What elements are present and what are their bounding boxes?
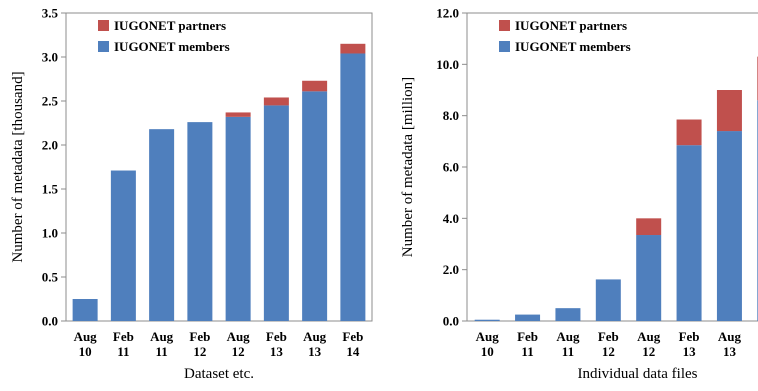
bar-members — [474, 319, 500, 321]
x-tick-label: Feb — [266, 329, 287, 344]
y-tick-label: 2.0 — [443, 262, 459, 277]
x-tick-label: 12 — [602, 344, 615, 359]
x-tick-label: Aug — [556, 329, 580, 344]
x-tick-label: Feb — [517, 329, 538, 344]
bar-partners — [225, 112, 251, 117]
bar-partners — [716, 90, 742, 132]
y-tick-label: 1.0 — [42, 226, 58, 241]
y-tick-label: 3.0 — [42, 50, 58, 65]
x-tick-label: 11 — [521, 344, 533, 359]
x-tick-label: Aug — [718, 329, 742, 344]
legend-label: IUGONET partners — [114, 18, 226, 33]
y-tick-label: 4.0 — [443, 211, 459, 226]
legend-swatch — [98, 20, 109, 31]
y-tick-label: 0.0 — [42, 314, 58, 329]
bar-members — [302, 91, 328, 321]
x-tick-label: 14 — [346, 344, 360, 359]
bar-members — [555, 308, 581, 321]
x-tick-label: 13 — [308, 344, 322, 359]
x-tick-label: 10 — [481, 344, 494, 359]
x-tick-label: 10 — [79, 344, 92, 359]
bar-members — [225, 116, 251, 321]
x-tick-label: Aug — [303, 329, 327, 344]
x-tick-label: 13 — [723, 344, 737, 359]
legend-label: IUGONET partners — [515, 18, 627, 33]
y-tick-label: 2.0 — [42, 138, 58, 153]
bar-members — [716, 131, 742, 321]
x-tick-label: Aug — [74, 329, 98, 344]
bar-partners — [263, 97, 289, 106]
chart-panel-2: 0.02.04.06.08.010.012.0Aug10Feb11Aug11Fe… — [400, 6, 758, 382]
y-tick-label: 2.5 — [42, 94, 59, 109]
x-tick-label: Aug — [150, 329, 174, 344]
bar-partners — [340, 43, 366, 54]
legend-swatch — [499, 41, 510, 52]
x-tick-label: 13 — [270, 344, 284, 359]
bar-members — [595, 279, 621, 321]
y-tick-label: 12.0 — [436, 6, 459, 21]
x-tick-label: 13 — [683, 344, 697, 359]
y-axis-title: Number of metadata [million] — [400, 77, 416, 257]
x-axis-title: Individual data files — [578, 366, 698, 382]
x-tick-label: Aug — [476, 329, 500, 344]
x-tick-label: Feb — [598, 329, 619, 344]
bar-members — [149, 129, 175, 321]
x-tick-label: 12 — [193, 344, 206, 359]
legend-swatch — [499, 20, 510, 31]
bar-partners — [636, 218, 662, 236]
x-axis-title: Dataset etc. — [184, 366, 254, 382]
bar-members — [636, 235, 662, 321]
y-tick-label: 3.5 — [42, 6, 59, 21]
x-tick-label: Aug — [227, 329, 251, 344]
plot-area — [65, 12, 373, 322]
y-tick-label: 8.0 — [443, 108, 459, 123]
chart-panel-1: 0.00.51.01.52.02.53.03.5Aug10Feb11Aug11F… — [10, 6, 373, 382]
x-tick-label: Feb — [679, 329, 700, 344]
bar-members — [515, 314, 541, 321]
bar-members — [110, 170, 136, 321]
x-tick-label: 12 — [642, 344, 655, 359]
y-tick-label: 10.0 — [436, 57, 459, 72]
bar-members — [263, 105, 289, 322]
legend-label: IUGONET members — [114, 39, 230, 54]
plot-area — [466, 12, 758, 322]
bar-partners — [302, 80, 328, 92]
bar-members — [340, 53, 366, 321]
y-tick-label: 0.0 — [443, 314, 459, 329]
y-tick-label: 1.5 — [42, 182, 59, 197]
bar-members — [72, 299, 98, 321]
legend-swatch — [98, 41, 109, 52]
x-tick-label: Feb — [113, 329, 134, 344]
legend-label: IUGONET members — [515, 39, 631, 54]
x-tick-label: Aug — [637, 329, 661, 344]
y-tick-label: 6.0 — [443, 160, 459, 175]
x-tick-label: 11 — [562, 344, 574, 359]
x-tick-label: Feb — [189, 329, 210, 344]
x-tick-label: 11 — [155, 344, 167, 359]
y-axis-title: Number of metadata [thousand] — [10, 71, 26, 262]
bar-partners — [676, 119, 702, 146]
bar-members — [676, 145, 702, 321]
x-tick-label: 12 — [232, 344, 245, 359]
y-tick-label: 0.5 — [42, 270, 59, 285]
x-tick-label: Feb — [342, 329, 363, 344]
x-tick-label: 11 — [117, 344, 129, 359]
bar-members — [187, 122, 213, 322]
